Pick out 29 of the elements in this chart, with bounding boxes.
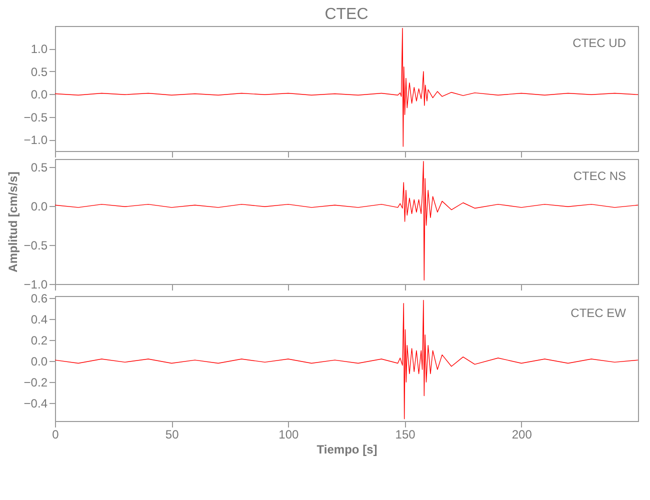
y-tick-label: −0.5 bbox=[24, 110, 48, 124]
x-tick-label: 150 bbox=[395, 428, 416, 442]
y-tick-label: −0.5 bbox=[24, 238, 48, 252]
line-series bbox=[55, 160, 638, 280]
y-tick-label: 0.5 bbox=[30, 64, 48, 79]
annotation: CTEC NS bbox=[573, 169, 626, 183]
x-axis-title: Tiempo [s] bbox=[316, 442, 378, 456]
y-tick-label: 0.0 bbox=[30, 199, 48, 214]
y-tick-label: −1.0 bbox=[24, 133, 48, 148]
x-tick-label: 100 bbox=[278, 428, 300, 442]
y-tick-label: −0.4 bbox=[24, 396, 48, 411]
x-tick-label: 50 bbox=[165, 428, 180, 442]
y-tick-label: 0.6 bbox=[30, 292, 48, 306]
annotation: CTEC EW bbox=[570, 306, 627, 320]
y-tick-label: 0.0 bbox=[30, 88, 48, 102]
y-tick-label: 0.2 bbox=[30, 334, 48, 348]
y-tick-label: −1.0 bbox=[24, 278, 48, 292]
y-tick-label: 0.0 bbox=[30, 354, 48, 369]
chart-title: CTEC bbox=[324, 6, 368, 23]
y-axis-title: Amplitud [cm/s/s] bbox=[6, 172, 20, 272]
annotation: CTEC UD bbox=[572, 36, 626, 50]
x-tick-label: 200 bbox=[512, 428, 532, 442]
line-series bbox=[55, 300, 638, 420]
y-tick-label: −0.2 bbox=[24, 376, 48, 390]
line-series bbox=[55, 28, 638, 147]
x-tick-label: 0 bbox=[52, 428, 60, 442]
y-tick-label: 0.5 bbox=[30, 160, 48, 174]
y-tick-label: 0.4 bbox=[30, 312, 48, 327]
y-tick-label: 1.0 bbox=[30, 42, 48, 56]
